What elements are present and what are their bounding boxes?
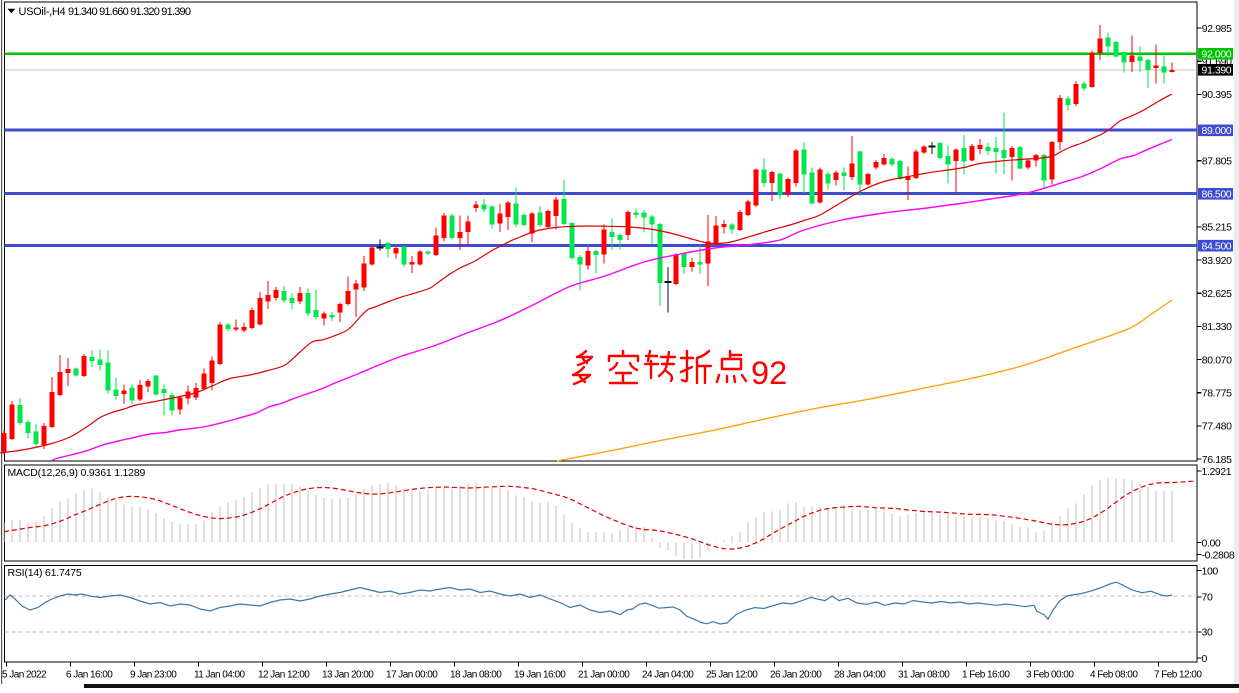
svg-text:1.2921: 1.2921	[1202, 466, 1232, 478]
svg-text:91.340 91.660 91.320 91.390: 91.340 91.660 91.320 91.390	[68, 6, 191, 18]
svg-text:92: 92	[751, 355, 787, 391]
svg-text:18 Jan 08:00: 18 Jan 08:00	[450, 670, 502, 681]
svg-text:17 Jan 00:00: 17 Jan 00:00	[386, 670, 438, 681]
svg-text:85.215: 85.215	[1202, 222, 1232, 234]
svg-text:80.070: 80.070	[1202, 354, 1232, 366]
svg-text:90.395: 90.395	[1202, 89, 1232, 101]
svg-text:0: 0	[1202, 653, 1208, 665]
svg-text:87.805: 87.805	[1202, 156, 1232, 168]
svg-text:84.500: 84.500	[1202, 241, 1232, 253]
svg-text:0.00: 0.00	[1202, 537, 1221, 549]
svg-text:19 Jan 16:00: 19 Jan 16:00	[514, 670, 566, 681]
svg-text:70: 70	[1202, 592, 1213, 604]
svg-text:100: 100	[1202, 565, 1219, 577]
svg-text:12 Jan 12:00: 12 Jan 12:00	[258, 670, 310, 681]
svg-text:RSI(14) 61.7475: RSI(14) 61.7475	[8, 567, 82, 579]
svg-text:28 Jan 04:00: 28 Jan 04:00	[834, 670, 886, 681]
svg-text:86.500: 86.500	[1202, 189, 1232, 201]
svg-text:1 Feb 16:00: 1 Feb 16:00	[962, 670, 1010, 681]
svg-text:91.390: 91.390	[1202, 65, 1232, 77]
svg-text:13 Jan 20:00: 13 Jan 20:00	[322, 670, 374, 681]
svg-text:81.330: 81.330	[1202, 321, 1232, 333]
svg-text:7 Feb 12:00: 7 Feb 12:00	[1154, 670, 1202, 681]
svg-text:9 Jan 23:00: 9 Jan 23:00	[130, 670, 177, 681]
svg-text:-0.2808: -0.2808	[1202, 549, 1235, 561]
svg-text:6 Jan 16:00: 6 Jan 16:00	[66, 670, 113, 681]
svg-text:82.625: 82.625	[1202, 288, 1232, 300]
svg-text:21 Jan 00:00: 21 Jan 00:00	[578, 670, 630, 681]
svg-text:25 Jan 12:00: 25 Jan 12:00	[706, 670, 758, 681]
svg-text:76.185: 76.185	[1202, 454, 1232, 466]
svg-text:24 Jan 04:00: 24 Jan 04:00	[642, 670, 694, 681]
svg-text:92.985: 92.985	[1202, 23, 1232, 35]
svg-text:31 Jan 08:00: 31 Jan 08:00	[898, 670, 950, 681]
svg-text:78.775: 78.775	[1202, 388, 1232, 400]
svg-text:4 Feb 08:00: 4 Feb 08:00	[1090, 670, 1138, 681]
svg-text:30: 30	[1202, 627, 1213, 639]
svg-text:26 Jan 20:00: 26 Jan 20:00	[770, 670, 822, 681]
svg-text:MACD(12,26,9) 0.9361 1.1289: MACD(12,26,9) 0.9361 1.1289	[8, 467, 146, 479]
svg-text:USOil-,H4: USOil-,H4	[19, 6, 66, 18]
svg-text:83.920: 83.920	[1202, 255, 1232, 267]
svg-text:3 Feb 00:00: 3 Feb 00:00	[1026, 670, 1074, 681]
svg-text:11 Jan 04:00: 11 Jan 04:00	[194, 670, 245, 681]
svg-text:77.480: 77.480	[1202, 421, 1232, 433]
svg-text:5 Jan 2022: 5 Jan 2022	[2, 670, 47, 681]
svg-text:89.000: 89.000	[1202, 125, 1232, 137]
svg-text:92.000: 92.000	[1202, 49, 1232, 61]
